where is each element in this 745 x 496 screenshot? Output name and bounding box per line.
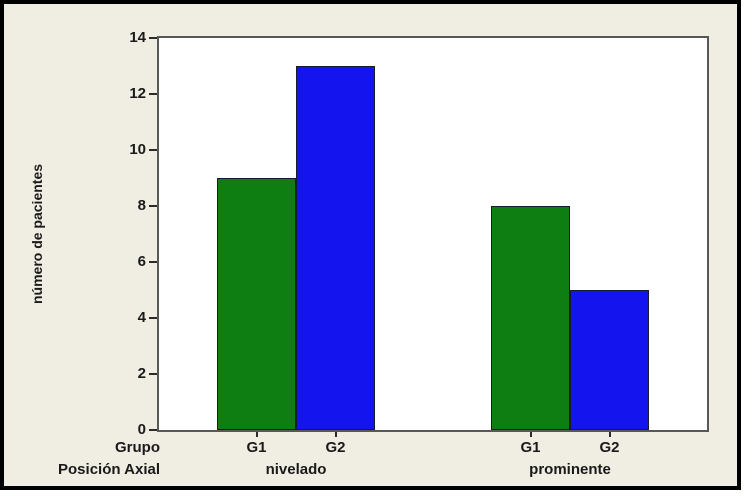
y-tick-label: 6	[137, 253, 146, 270]
bar-nivelado-g2	[296, 66, 375, 430]
y-tick-label: 0	[137, 421, 146, 438]
y-tick-label: 4	[137, 309, 146, 326]
y-tick-label: 10	[129, 141, 146, 158]
bar-prominente-g1	[491, 206, 570, 430]
x-tick	[255, 432, 258, 437]
y-tick-label: 2	[137, 365, 146, 382]
y-tick-label: 8	[137, 197, 146, 214]
x-axis-row-label-grupo: Grupo	[115, 439, 160, 456]
y-tick	[149, 429, 157, 431]
y-axis-title: número de pacientes	[29, 163, 45, 305]
y-tick	[149, 93, 157, 95]
bar-nivelado-g1	[217, 178, 296, 430]
plot-area	[159, 38, 707, 430]
y-tick-label: 14	[129, 29, 146, 46]
x-bar-label-g1: G1	[520, 439, 541, 456]
y-tick	[149, 317, 157, 319]
x-bar-label-g1: G1	[246, 439, 267, 456]
x-tick	[334, 432, 337, 437]
x-tick	[529, 432, 532, 437]
y-tick	[149, 261, 157, 263]
y-tick	[149, 205, 157, 207]
x-group-label-nivelado: nivelado	[265, 461, 327, 478]
y-tick	[149, 37, 157, 39]
x-bar-label-g2: G2	[325, 439, 346, 456]
x-tick	[608, 432, 611, 437]
x-bar-label-g2: G2	[599, 439, 620, 456]
y-tick	[149, 149, 157, 151]
x-axis-row-label-posicion-axial: Posición Axial	[58, 461, 160, 478]
bar-prominente-g2	[570, 290, 649, 430]
y-tick	[149, 373, 157, 375]
x-group-label-prominente: prominente	[529, 461, 611, 478]
y-tick-label: 12	[129, 85, 146, 102]
